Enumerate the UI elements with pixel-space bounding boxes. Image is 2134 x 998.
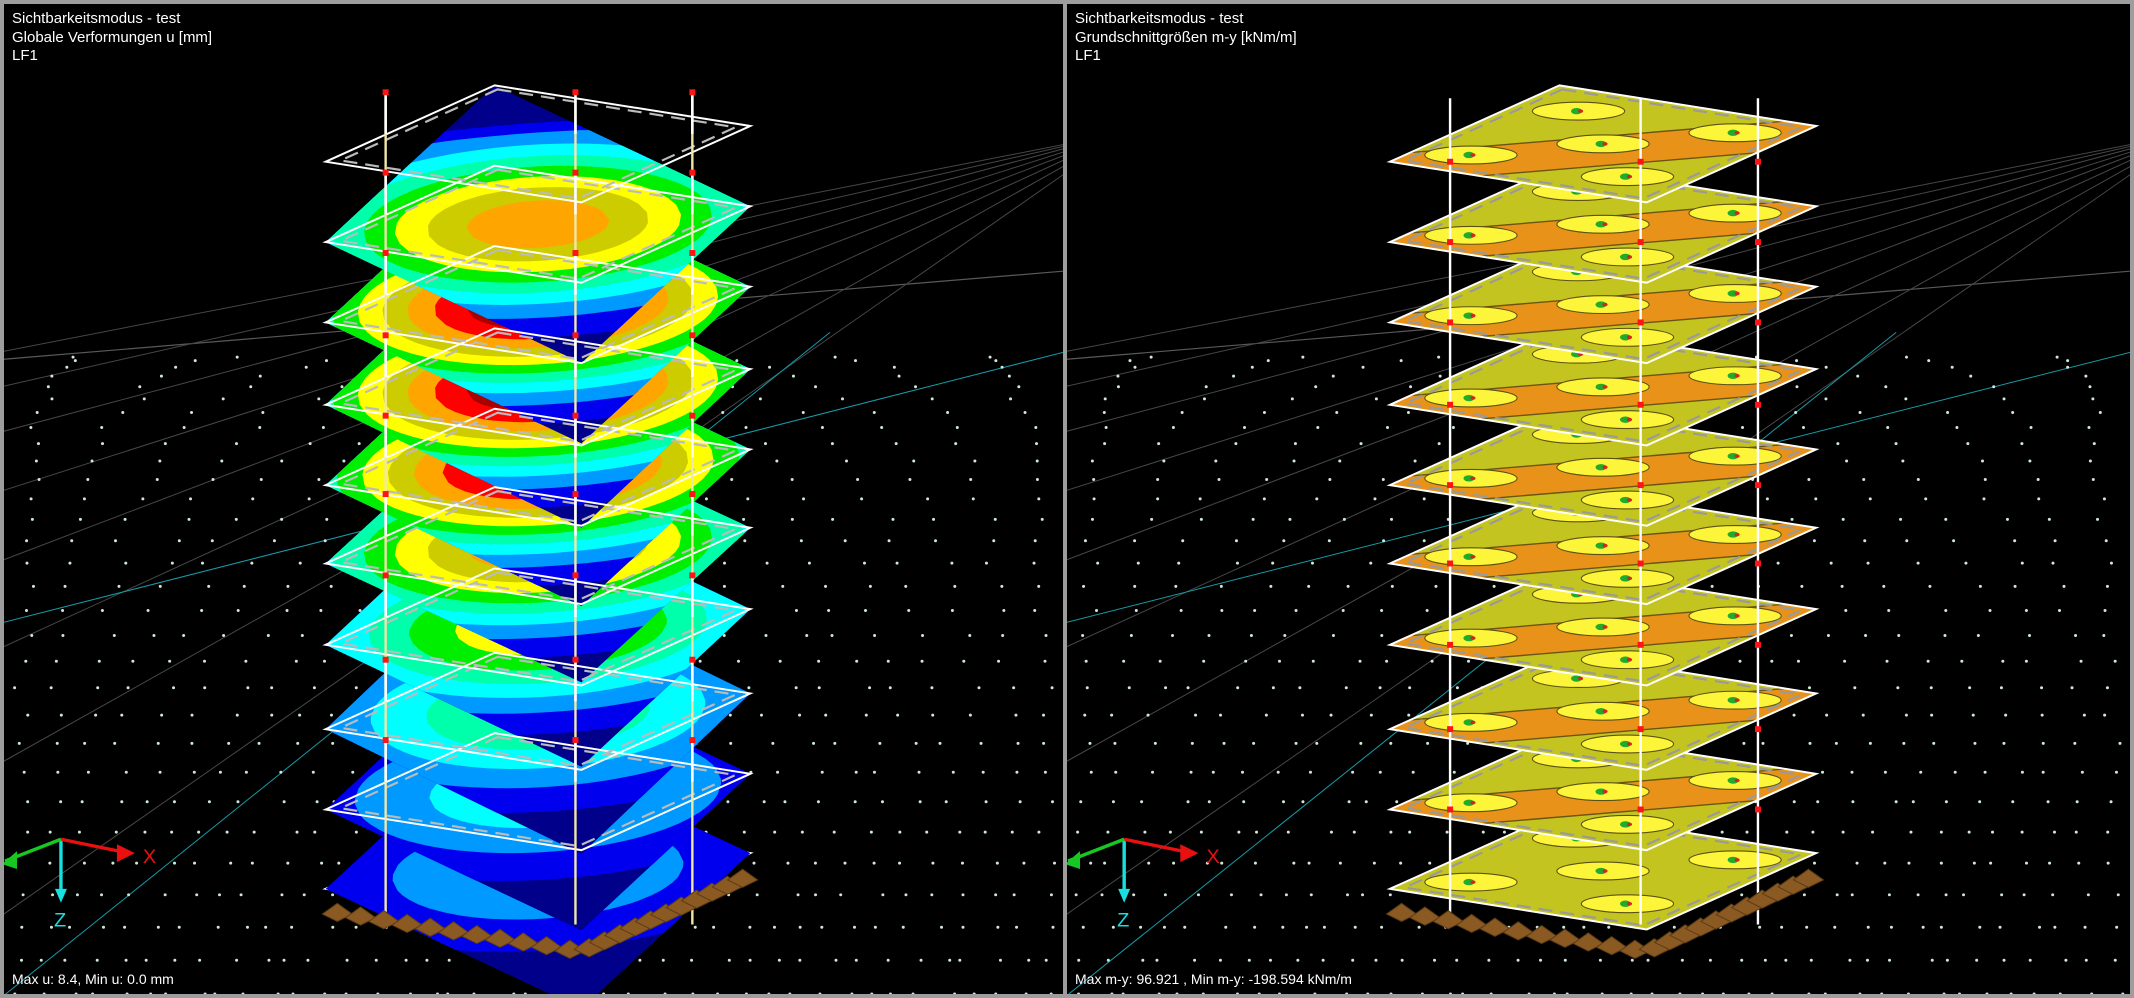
- svg-text:X: X: [143, 846, 156, 868]
- svg-text:Z: Z: [54, 910, 66, 932]
- svg-text:X: X: [1206, 846, 1219, 868]
- svg-text:Z: Z: [1117, 910, 1129, 932]
